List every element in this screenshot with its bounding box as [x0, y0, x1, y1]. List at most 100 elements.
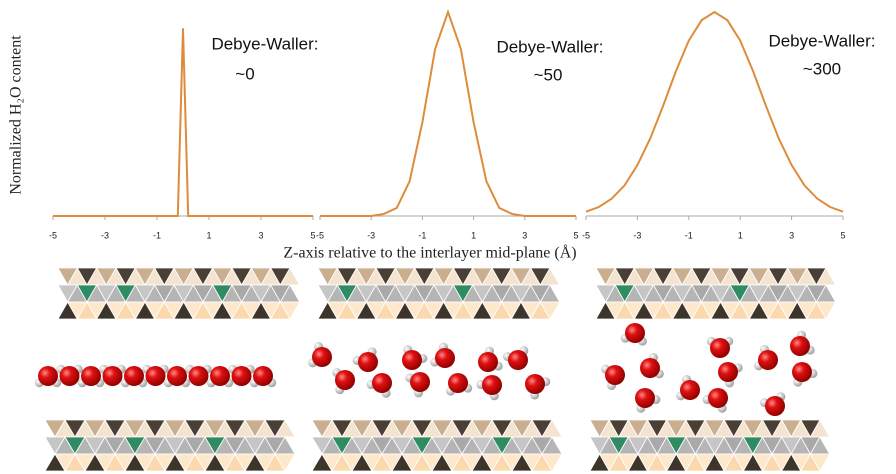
tetrahedron	[815, 301, 837, 320]
oxygen	[312, 347, 332, 367]
water-molecule	[249, 366, 277, 388]
x-tick-label: 5	[840, 230, 845, 240]
oxygen	[402, 350, 422, 370]
x-tick-label: -3	[101, 230, 109, 240]
clay-layer	[317, 267, 561, 320]
x-tick-label: -3	[633, 230, 641, 240]
water-molecule	[640, 353, 664, 379]
water-molecule	[525, 374, 551, 400]
x-tick-label: -5	[582, 230, 590, 240]
water-molecule	[142, 364, 169, 386]
y-axis-label: Normalized H₂O content	[8, 35, 25, 195]
tetrahedron	[539, 301, 561, 320]
x-tick-label: -1	[418, 230, 426, 240]
x-axis-label: Z-axis relative to the interlayer mid-pl…	[283, 244, 576, 262]
water-molecule	[706, 336, 734, 358]
water-molecule	[206, 366, 234, 388]
illustration	[34, 267, 837, 472]
oxygen	[124, 366, 144, 386]
water-molecule	[99, 364, 126, 386]
oxygen	[167, 366, 187, 386]
water-molecule	[635, 388, 661, 413]
x-tick-label: -5	[316, 230, 324, 240]
water-molecule	[77, 366, 105, 388]
oxygen	[765, 396, 785, 416]
oxygen	[448, 373, 468, 393]
line-series	[585, 10, 844, 213]
water-molecule	[34, 366, 62, 388]
water-molecule	[446, 373, 473, 396]
oxygen	[482, 375, 502, 395]
line-series	[320, 8, 576, 217]
oxygen	[253, 366, 273, 386]
water-molecule	[620, 323, 647, 346]
oxygen	[525, 374, 545, 394]
x-tick-label: 5	[310, 230, 315, 240]
oxygen	[718, 362, 738, 382]
oxygen	[792, 362, 812, 382]
oxygen	[210, 366, 230, 386]
oxygen	[81, 366, 101, 386]
annotation: Debye-Waller:	[496, 37, 603, 56]
plots: -5 -3 -1 1 3 5 Debye-Waller: ~0 Normalized H₂O c…	[8, 8, 876, 262]
annotation: ~0	[235, 64, 254, 83]
oxygen	[790, 336, 810, 356]
oxygen	[710, 338, 730, 358]
oxygen	[372, 373, 392, 393]
x-tick-label: 1	[738, 230, 743, 240]
tetrahedron	[541, 453, 563, 472]
x-tick-label: -1	[153, 230, 161, 240]
x-tick-label: 1	[206, 230, 211, 240]
oxygen	[625, 323, 645, 343]
tetrahedron	[809, 453, 831, 472]
oxygen	[435, 348, 455, 368]
oxygen	[508, 350, 528, 370]
oxygen	[102, 366, 123, 386]
oxygen	[145, 366, 166, 386]
water-molecule	[476, 375, 502, 401]
x-tick-label: -3	[367, 230, 375, 240]
x-tick-label: 1	[471, 230, 476, 240]
oxygen	[478, 352, 498, 372]
oxygen	[680, 380, 700, 400]
water-molecule	[676, 375, 700, 401]
water-molecule	[120, 366, 148, 388]
oxygen	[635, 388, 655, 408]
oxygen	[38, 366, 58, 386]
oxygen	[59, 366, 80, 386]
water-molecule	[163, 366, 191, 388]
water-molecule	[792, 362, 818, 387]
oxygen	[188, 366, 209, 386]
annotation: ~50	[534, 65, 563, 84]
clay-layer	[57, 267, 301, 320]
water-molecule	[601, 364, 625, 390]
water-molecule	[702, 388, 728, 413]
oxygen	[410, 372, 430, 392]
clay-layer	[44, 419, 296, 472]
oxygen	[335, 370, 355, 390]
clay-layer	[311, 419, 563, 472]
x-tick-label: -5	[49, 230, 57, 240]
annotation: Debye-Waller:	[768, 31, 875, 50]
x-tick-label: 3	[789, 230, 794, 240]
x-tick-label: 5	[573, 230, 578, 240]
water-molecule	[760, 392, 786, 416]
x-tick-label: 3	[522, 230, 527, 240]
water-molecule	[402, 345, 428, 370]
line-series	[53, 28, 313, 217]
tetrahedron	[274, 453, 296, 472]
oxygen	[605, 365, 625, 385]
oxygen	[708, 388, 728, 408]
water-molecule	[754, 345, 778, 371]
water-molecule	[430, 342, 455, 368]
clay-layer	[595, 267, 837, 320]
annotation: Debye-Waller:	[211, 34, 318, 53]
oxygen	[358, 352, 378, 372]
water-molecule	[478, 346, 503, 372]
water-molecule	[185, 364, 212, 386]
oxygen	[231, 366, 252, 386]
water-molecule	[405, 372, 430, 398]
water-molecule	[790, 330, 815, 356]
